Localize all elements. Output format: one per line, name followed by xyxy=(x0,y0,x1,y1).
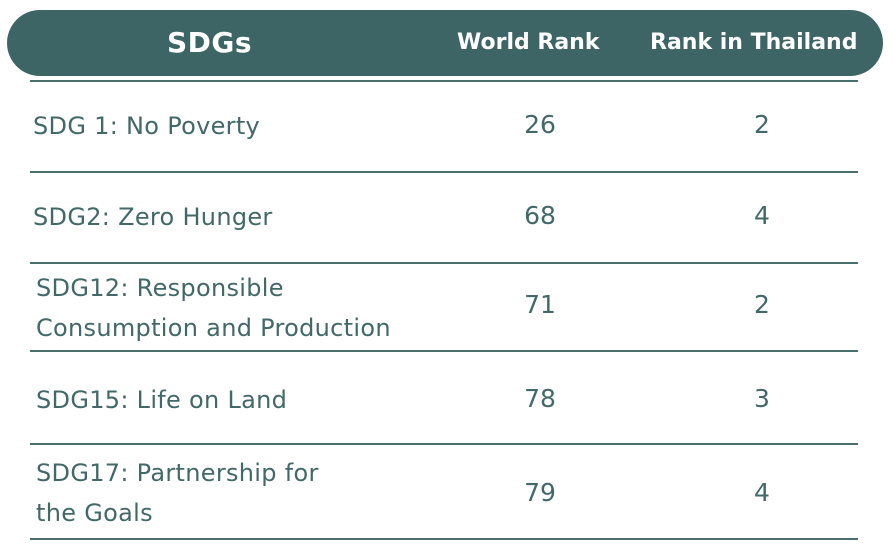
header-rank-thailand: Rank in Thailand xyxy=(650,30,858,55)
row-divider xyxy=(30,350,858,352)
sdg-name-line: Consumption and Production xyxy=(36,314,391,342)
row-divider xyxy=(30,171,858,173)
thailand-rank-value: 2 xyxy=(754,110,770,139)
world-rank-value: 78 xyxy=(524,384,556,413)
row-divider xyxy=(30,262,858,264)
header-sdgs: SDGs xyxy=(167,26,253,59)
sdg-name-line: SDG17: Partnership for xyxy=(36,459,319,487)
sdg-name: SDG12: Responsible Consumption and Produ… xyxy=(36,268,391,348)
world-rank-value: 68 xyxy=(524,201,556,230)
world-rank-value: 79 xyxy=(524,478,556,507)
thailand-rank-value: 4 xyxy=(754,201,770,230)
sdg-name-line: SDG15: Life on Land xyxy=(36,386,288,414)
sdg-name: SDG 1: No Poverty xyxy=(33,106,260,146)
sdg-name: SDG2: Zero Hunger xyxy=(33,197,273,237)
header-world-rank: World Rank xyxy=(457,30,600,55)
sdg-name: SDG15: Life on Land xyxy=(36,380,287,420)
row-divider xyxy=(30,80,858,82)
sdg-name-line: SDG12: Responsible xyxy=(36,274,284,302)
sdg-name: SDG17: Partnership for the Goals xyxy=(36,453,319,533)
row-divider xyxy=(30,443,858,445)
sdg-name-line: SDG 1: No Poverty xyxy=(33,112,261,140)
table-row: SDG2: Zero Hunger 68 4 xyxy=(0,173,893,262)
thailand-rank-value: 4 xyxy=(754,478,770,507)
sdg-name-line: the Goals xyxy=(36,499,153,527)
table-header: SDGs World Rank Rank in Thailand xyxy=(7,10,883,76)
thailand-rank-value: 2 xyxy=(754,290,770,319)
world-rank-value: 71 xyxy=(524,290,556,319)
table-row: SDG15: Life on Land 78 3 xyxy=(0,352,893,443)
table-row: SDG 1: No Poverty 26 2 xyxy=(0,82,893,171)
thailand-rank-value: 3 xyxy=(754,384,770,413)
world-rank-value: 26 xyxy=(524,110,556,139)
row-divider xyxy=(30,538,858,540)
table-row: SDG12: Responsible Consumption and Produ… xyxy=(0,264,893,350)
sdg-name-line: SDG2: Zero Hunger xyxy=(33,203,273,231)
table-row: SDG17: Partnership for the Goals 79 4 xyxy=(0,445,893,538)
